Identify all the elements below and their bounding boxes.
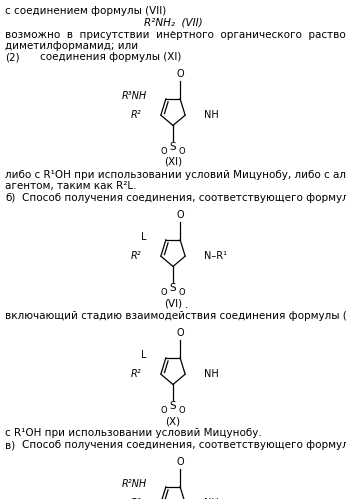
- Text: R²NH₂  (VII): R²NH₂ (VII): [144, 17, 202, 27]
- Text: O: O: [176, 328, 184, 338]
- Text: S: S: [170, 142, 176, 152]
- Text: R²: R²: [131, 498, 142, 499]
- Text: либо с R¹OH при использовании условий Мицунобу, либо с алкилирующим: либо с R¹OH при использовании условий Ми…: [5, 170, 346, 180]
- Text: O: O: [176, 210, 184, 220]
- Text: включающий стадию взаимодействия соединения формулы (X): включающий стадию взаимодействия соедине…: [5, 311, 346, 321]
- Text: O: O: [176, 69, 184, 79]
- Text: R²: R²: [131, 110, 142, 120]
- Text: агентом, таким как R²L.: агентом, таким как R²L.: [5, 181, 137, 191]
- Text: диметилформамид; или: диметилформамид; или: [5, 41, 138, 51]
- Text: L: L: [141, 232, 147, 242]
- Text: в): в): [5, 440, 15, 450]
- Text: O: O: [176, 457, 184, 467]
- Text: с соединением формулы (VII): с соединением формулы (VII): [5, 6, 166, 16]
- Text: S: S: [170, 283, 176, 293]
- Text: Способ получения соединения, соответствующего формуле (XI),: Способ получения соединения, соответству…: [22, 440, 346, 450]
- Text: возможно  в  присутствии  инертного  органического  растворителя,  такого  как: возможно в присутствии инертного органич…: [5, 30, 346, 40]
- Text: .: .: [171, 24, 175, 34]
- Text: Способ получения соединения, соответствующего формуле (VI),: Способ получения соединения, соответству…: [22, 193, 346, 203]
- Text: R²: R²: [131, 369, 142, 379]
- Text: N–R¹: N–R¹: [204, 251, 227, 261]
- Text: R³NH: R³NH: [121, 91, 147, 101]
- Text: (X): (X): [165, 416, 181, 426]
- Text: O: O: [161, 288, 167, 297]
- Text: (XI): (XI): [164, 157, 182, 167]
- Text: б): б): [5, 193, 15, 203]
- Text: O: O: [161, 147, 167, 156]
- Text: O: O: [161, 406, 167, 415]
- Text: с R¹OH при использовании условий Мицунобу.: с R¹OH при использовании условий Мицуноб…: [5, 428, 262, 438]
- Text: NH: NH: [204, 498, 219, 499]
- Text: R²: R²: [131, 251, 142, 261]
- Text: (2): (2): [5, 52, 20, 62]
- Text: O: O: [179, 147, 185, 156]
- Text: O: O: [179, 406, 185, 415]
- Text: R²NH: R²NH: [121, 479, 147, 489]
- Text: L: L: [141, 350, 147, 360]
- Text: O: O: [179, 288, 185, 297]
- Text: NH: NH: [204, 369, 219, 379]
- Text: (VI): (VI): [164, 298, 182, 308]
- Text: соединения формулы (XI): соединения формулы (XI): [40, 52, 181, 62]
- Text: NH: NH: [204, 110, 219, 120]
- Text: S: S: [170, 401, 176, 412]
- Text: .: .: [185, 300, 188, 310]
